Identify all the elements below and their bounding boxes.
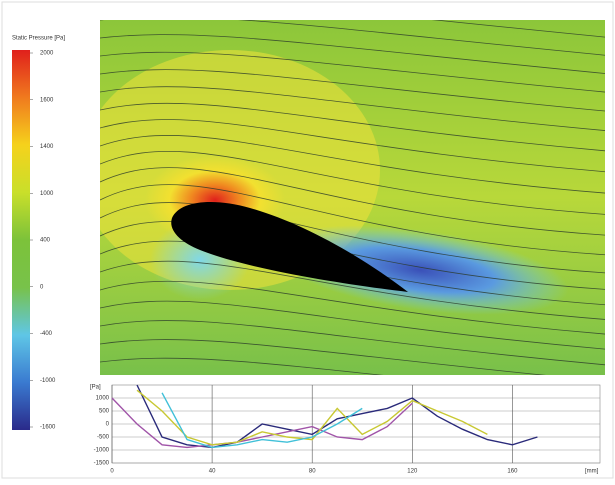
y-tick-label: 1000	[96, 396, 110, 402]
streamline	[100, 280, 605, 335]
streamline	[100, 320, 605, 366]
streamline	[431, 20, 605, 38]
streamline	[100, 339, 546, 375]
y-tick-label: -500	[97, 435, 110, 441]
streamline	[100, 34, 605, 74]
streamline	[100, 119, 605, 173]
colorbar-tick-label: 0	[40, 284, 44, 290]
airfoil	[171, 202, 408, 292]
colorbar-title: Static Pressure [Pa]	[12, 36, 65, 42]
colorbar	[12, 50, 30, 430]
streamline	[100, 260, 605, 320]
x-tick-label: 0	[110, 469, 114, 475]
x-tick-label: 80	[309, 469, 316, 475]
series-line	[111, 397, 413, 449]
streamline	[100, 135, 605, 194]
colorbar-tick-label: 1000	[40, 191, 54, 197]
colorbar-tick-label: -1600	[40, 425, 56, 431]
streamline	[100, 300, 605, 350]
y-tick-label: 500	[99, 409, 110, 415]
streamline	[100, 86, 605, 131]
colorbar-tick-label: 1400	[40, 144, 54, 150]
streamline	[100, 20, 605, 56]
colorbar-tick-label: 1600	[40, 97, 54, 103]
streamline	[100, 357, 384, 375]
series-line	[136, 384, 538, 449]
series-line	[136, 389, 488, 446]
streamline	[100, 150, 605, 215]
x-tick-label: 120	[407, 469, 418, 475]
colorbar-tick-label: 400	[40, 238, 51, 244]
x-axis-label: [mm]	[585, 469, 599, 475]
y-tick-label: -1000	[94, 448, 110, 454]
y-tick-label: 0	[106, 422, 110, 428]
streamline	[100, 51, 605, 93]
y-tick-label: -1500	[94, 461, 110, 467]
x-tick-label: 40	[209, 469, 216, 475]
streamline	[100, 167, 605, 236]
x-tick-label: 160	[507, 469, 518, 475]
streamline	[100, 102, 605, 152]
streamline	[100, 0, 605, 1]
streamline	[100, 69, 605, 112]
colorbar-tick-label: 2000	[40, 51, 54, 57]
colorbar-tick-label: -400	[40, 331, 53, 337]
pressure-field	[100, 0, 605, 375]
y-axis-label: [Pa]	[90, 385, 101, 391]
streamline	[100, 184, 605, 256]
series-line	[161, 392, 363, 449]
colorbar-tick-label: -1000	[40, 378, 56, 384]
